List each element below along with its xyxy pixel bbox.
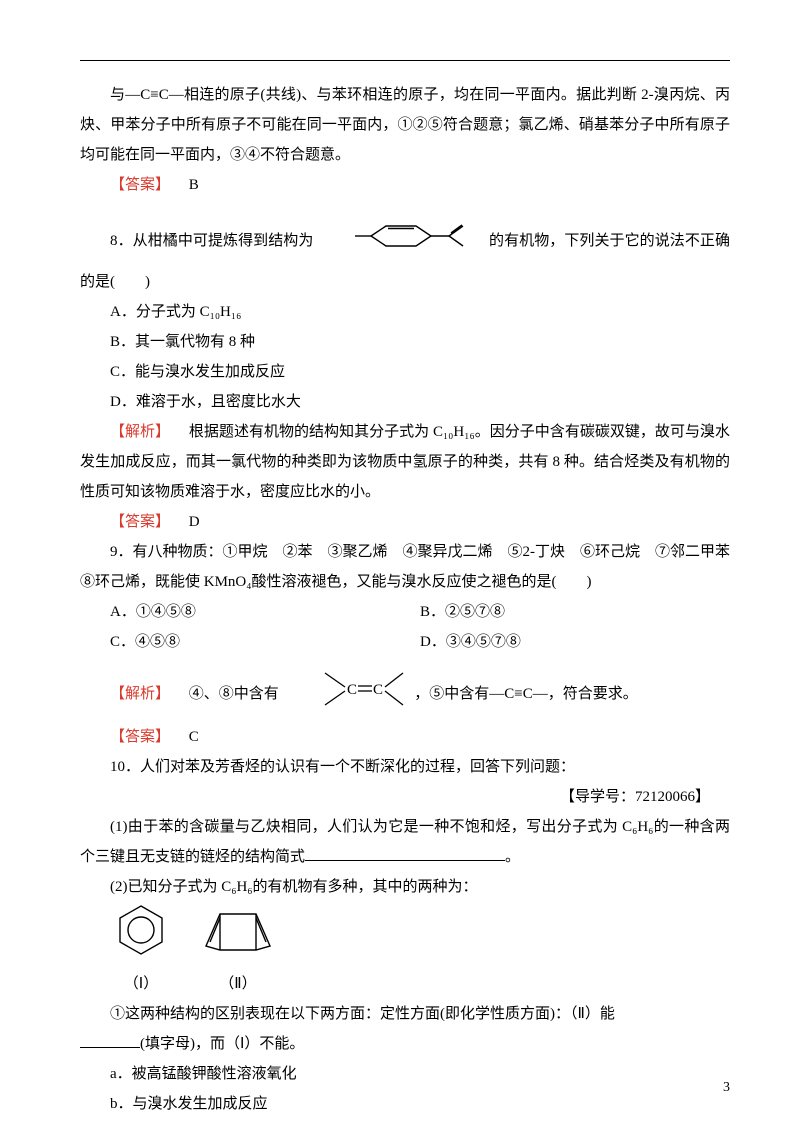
answer-label: 【答案】: [110, 514, 170, 530]
q7-answer-value: B: [189, 177, 199, 193]
q9-answer-line: 【答案】 C: [80, 722, 730, 752]
q9-stem: 9．有八种物质：①甲烷 ②苯 ③聚乙烯 ④聚异戊二烯 ⑤2-丁炔 ⑥环己烷 ⑦邻…: [80, 537, 730, 597]
q8-option-a: A．分子式为 C₁₀H₁₆: [80, 297, 730, 327]
answer-label: 【答案】: [110, 729, 170, 745]
svg-text:C: C: [373, 682, 383, 698]
svg-text:C: C: [347, 682, 357, 698]
structure-I: （Ⅰ）: [110, 902, 172, 999]
q10-sub1-after: (填字母)，而（Ⅰ）不能。: [140, 1036, 304, 1052]
q10-reference: 【导学号：72120066】: [80, 782, 730, 812]
q10-p1-after: 。: [505, 849, 520, 865]
explanation-label: 【解析】: [110, 424, 170, 440]
q8-answer-line: 【答案】 D: [80, 507, 730, 537]
page-number: 3: [723, 1074, 730, 1102]
q8-option-d: D．难溶于水，且密度比水大: [80, 387, 730, 417]
q7-answer-line: 【答案】 B: [80, 170, 730, 200]
q10-structures: （Ⅰ） （Ⅱ）: [80, 902, 730, 999]
q8-stem: 8．从柑橘中可提炼得到结构为 的有机物，下列关于它的说法不正确的是( ): [80, 216, 730, 297]
q9-option-b: B．②⑤⑦⑧: [420, 597, 730, 627]
q8-option-b: B．其一氯代物有 8 种: [80, 327, 730, 357]
blank-input-short[interactable]: [80, 1033, 140, 1048]
q8-stem-before: 8．从柑橘中可提炼得到结构为: [110, 233, 313, 249]
explanation-label: 【解析】: [110, 686, 170, 702]
label-II: （Ⅱ）: [196, 969, 280, 999]
q9-options-row2: C．④⑤⑧ D．③④⑤⑦⑧: [80, 627, 730, 657]
header-rule: [80, 60, 730, 61]
blank-input[interactable]: [305, 846, 505, 861]
q10-p1: (1)由于苯的含碳量与乙炔相同，人们认为它是一种不饱和烃，写出分子式为 C₆H₆…: [80, 812, 730, 872]
q8-explanation: 【解析】 根据题述有机物的结构知其分子式为 C₁₀H₁₆。因分子中含有碳碳双键，…: [80, 417, 730, 507]
q9-answer-value: C: [189, 729, 199, 745]
q10-sub1-cont: (填字母)，而（Ⅰ）不能。: [80, 1029, 730, 1059]
double-bond-structure-icon: C C: [287, 667, 407, 722]
q8-option-c: C．能与溴水发生加成反应: [80, 357, 730, 387]
q9-options-row1: A．①④⑤⑧ B．②⑤⑦⑧: [80, 597, 730, 627]
limonene-structure-icon: [321, 216, 481, 267]
q9-expl-before: ④、⑧中含有: [189, 686, 279, 702]
q9-option-c: C．④⑤⑧: [110, 627, 420, 657]
q10-p2: (2)已知分子式为 C₆H₆的有机物有多种，其中的两种为：: [80, 872, 730, 902]
q9-option-d: D．③④⑤⑦⑧: [420, 627, 730, 657]
q10-stem: 10．人们对苯及芳香烃的认识有一个不断深化的过程，回答下列问题：: [80, 752, 730, 782]
structure-II: （Ⅱ）: [196, 902, 280, 999]
q7-answer: [174, 177, 189, 193]
q9-expl-after: ，⑤中含有—C≡C—，符合要求。: [414, 686, 637, 702]
q10-opt-a: a．被高锰酸钾酸性溶液氧化: [80, 1059, 730, 1089]
label-I: （Ⅰ）: [110, 969, 172, 999]
intro-paragraph: 与—C≡C—相连的原子(共线)、与苯环相连的原子，均在同一平面内。据此判断 2-…: [80, 80, 730, 170]
dewar-benzene-icon: [200, 902, 276, 969]
q8-answer-value: D: [189, 514, 200, 530]
q9-explanation: 【解析】 ④、⑧中含有 C C ，⑤中含有—C≡C—，符合要求。: [80, 667, 730, 722]
q10-sub1: ①这两种结构的区别表现在以下两方面：定性方面(即化学性质方面)：（Ⅱ）能: [80, 999, 730, 1029]
answer-label: 【答案】: [110, 177, 170, 193]
benzene-circle-icon: [114, 902, 168, 969]
q10-opt-b: b．与溴水发生加成反应: [80, 1089, 730, 1119]
q9-option-a: A．①④⑤⑧: [110, 597, 420, 627]
